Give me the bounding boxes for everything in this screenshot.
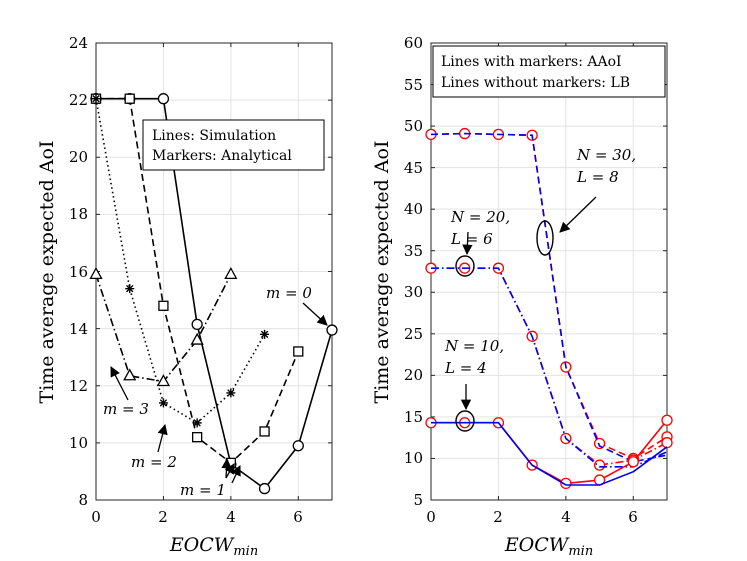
left-ytick: 16 (69, 263, 88, 281)
right-series-n-10-lb (431, 421, 668, 486)
left-ytick: 20 (69, 148, 88, 166)
left-point-m-1 (191, 432, 203, 443)
left-xlabel: EOCWmin (169, 534, 258, 559)
ellipse-n10 (455, 410, 475, 432)
left-point-m-3 (156, 374, 171, 387)
left-ytick: 18 (69, 205, 88, 223)
right-ytick: 25 (404, 325, 423, 343)
right-ytick: 50 (404, 117, 423, 135)
left-point-m-0 (326, 324, 338, 336)
right-xtick: 2 (493, 508, 503, 526)
left-ytick: 12 (69, 377, 88, 395)
left-chart: 8 10 12 14 16 18 20 22 24 0 2 4 6 EOCWmi… (36, 34, 338, 559)
ellipse-n30 (536, 220, 554, 256)
right-point-n-10-aaoi (661, 414, 673, 426)
left-point-m-0 (258, 482, 271, 495)
right-ytick: 15 (404, 408, 423, 426)
right-series-n-10-aaoi (431, 419, 668, 485)
right-legend-box (432, 45, 666, 98)
left-point-m-2 (226, 388, 236, 398)
left-ytick: 24 (69, 34, 88, 52)
ellipse-n20 (455, 255, 475, 277)
left-point-m-2 (192, 418, 202, 428)
right-xtick: 4 (561, 508, 571, 526)
left-point-m-2 (91, 94, 101, 104)
left-legend-box (142, 119, 325, 171)
arrow-m2 (157, 423, 168, 453)
right-chart: 5 10 15 20 25 30 35 40 45 50 55 60 0 2 4… (371, 34, 673, 559)
left-point-m-1 (225, 457, 237, 469)
left-legend-line: Lines: Simulation (152, 128, 276, 144)
arrow-n20 (462, 231, 473, 256)
left-xtick: 4 (226, 508, 236, 526)
left-ytick: 22 (69, 91, 88, 109)
left-point-m-1 (158, 300, 169, 311)
arrow-m3 (110, 366, 129, 401)
right-xtick: 0 (426, 508, 436, 526)
left-xtick: 2 (158, 508, 168, 526)
arrow-m1-c (231, 465, 241, 484)
left-xtick: 0 (91, 508, 101, 526)
left-point-m-0 (157, 93, 170, 105)
annotation-n20-l2: L = 6 (450, 230, 493, 248)
annotation-n10-l2: L = 4 (444, 359, 487, 377)
right-tick-marks (430, 42, 667, 501)
left-point-m-2 (158, 398, 168, 408)
right-xtick: 6 (628, 508, 638, 526)
left-point-m-3 (190, 332, 204, 345)
annotation-n20-l1: N = 20, (450, 208, 510, 226)
right-ytick: 5 (413, 491, 423, 509)
right-series-n-30-aaoi (430, 132, 668, 460)
left-legend-line: Markers: Analytical (152, 148, 292, 164)
right-ytick: 60 (404, 34, 423, 52)
left-point-m-1 (293, 346, 304, 357)
left-ytick: 8 (78, 491, 88, 509)
arrow-m0 (302, 302, 328, 326)
right-ytick: 35 (404, 242, 423, 260)
left-xtick: 6 (293, 508, 303, 526)
left-point-m-1 (259, 426, 270, 437)
annotation-n10-l1: N = 10, (444, 337, 504, 355)
right-series (425, 127, 673, 490)
left-point-m-2 (125, 284, 135, 294)
left-ytick: 10 (69, 434, 88, 452)
right-ylabel: Time average expected AoI (371, 141, 393, 404)
annotation-n30-l2: L = 8 (576, 168, 619, 186)
right-point-n-10-aaoi (627, 456, 639, 468)
left-ytick: 14 (69, 320, 88, 338)
left-ylabel: Time average expected AoI (36, 141, 58, 404)
right-ytick: 30 (404, 283, 423, 301)
right-legend-line: Lines with markers: AAoI (441, 54, 622, 70)
left-point-m-3 (224, 267, 238, 280)
right-point-n-20-aaoi (661, 437, 673, 449)
right-xlabel: EOCWmin (504, 534, 593, 559)
annotation-m0: m = 0 (266, 284, 312, 302)
annotation-n30-l1: N = 30, (576, 146, 636, 164)
left-point-m-0 (292, 440, 304, 452)
arrow-n30 (559, 196, 597, 233)
right-ytick: 10 (404, 449, 423, 467)
right-ytick: 40 (404, 200, 423, 218)
right-series-n-30-lb (430, 132, 668, 463)
right-point-n-10-aaoi (560, 477, 572, 490)
left-point-m-3 (89, 267, 103, 280)
right-point-n-30-aaoi (593, 437, 606, 450)
right-series-n-20-lb (431, 267, 668, 468)
right-ytick: 45 (404, 159, 423, 177)
annotation-m2: m = 2 (131, 453, 177, 471)
right-legend-line: Lines without markers: LB (441, 75, 630, 91)
left-point-m-0 (191, 318, 203, 330)
left-point-m-1 (124, 93, 135, 104)
annotation-m1: m = 1 (180, 481, 226, 499)
annotation-m3: m = 3 (103, 400, 149, 418)
left-point-m-3 (123, 368, 137, 381)
left-point-m-2 (260, 329, 270, 339)
right-ytick: 20 (404, 366, 423, 384)
right-ytick: 55 (404, 76, 423, 94)
right-point-n-20-aaoi (593, 459, 606, 471)
